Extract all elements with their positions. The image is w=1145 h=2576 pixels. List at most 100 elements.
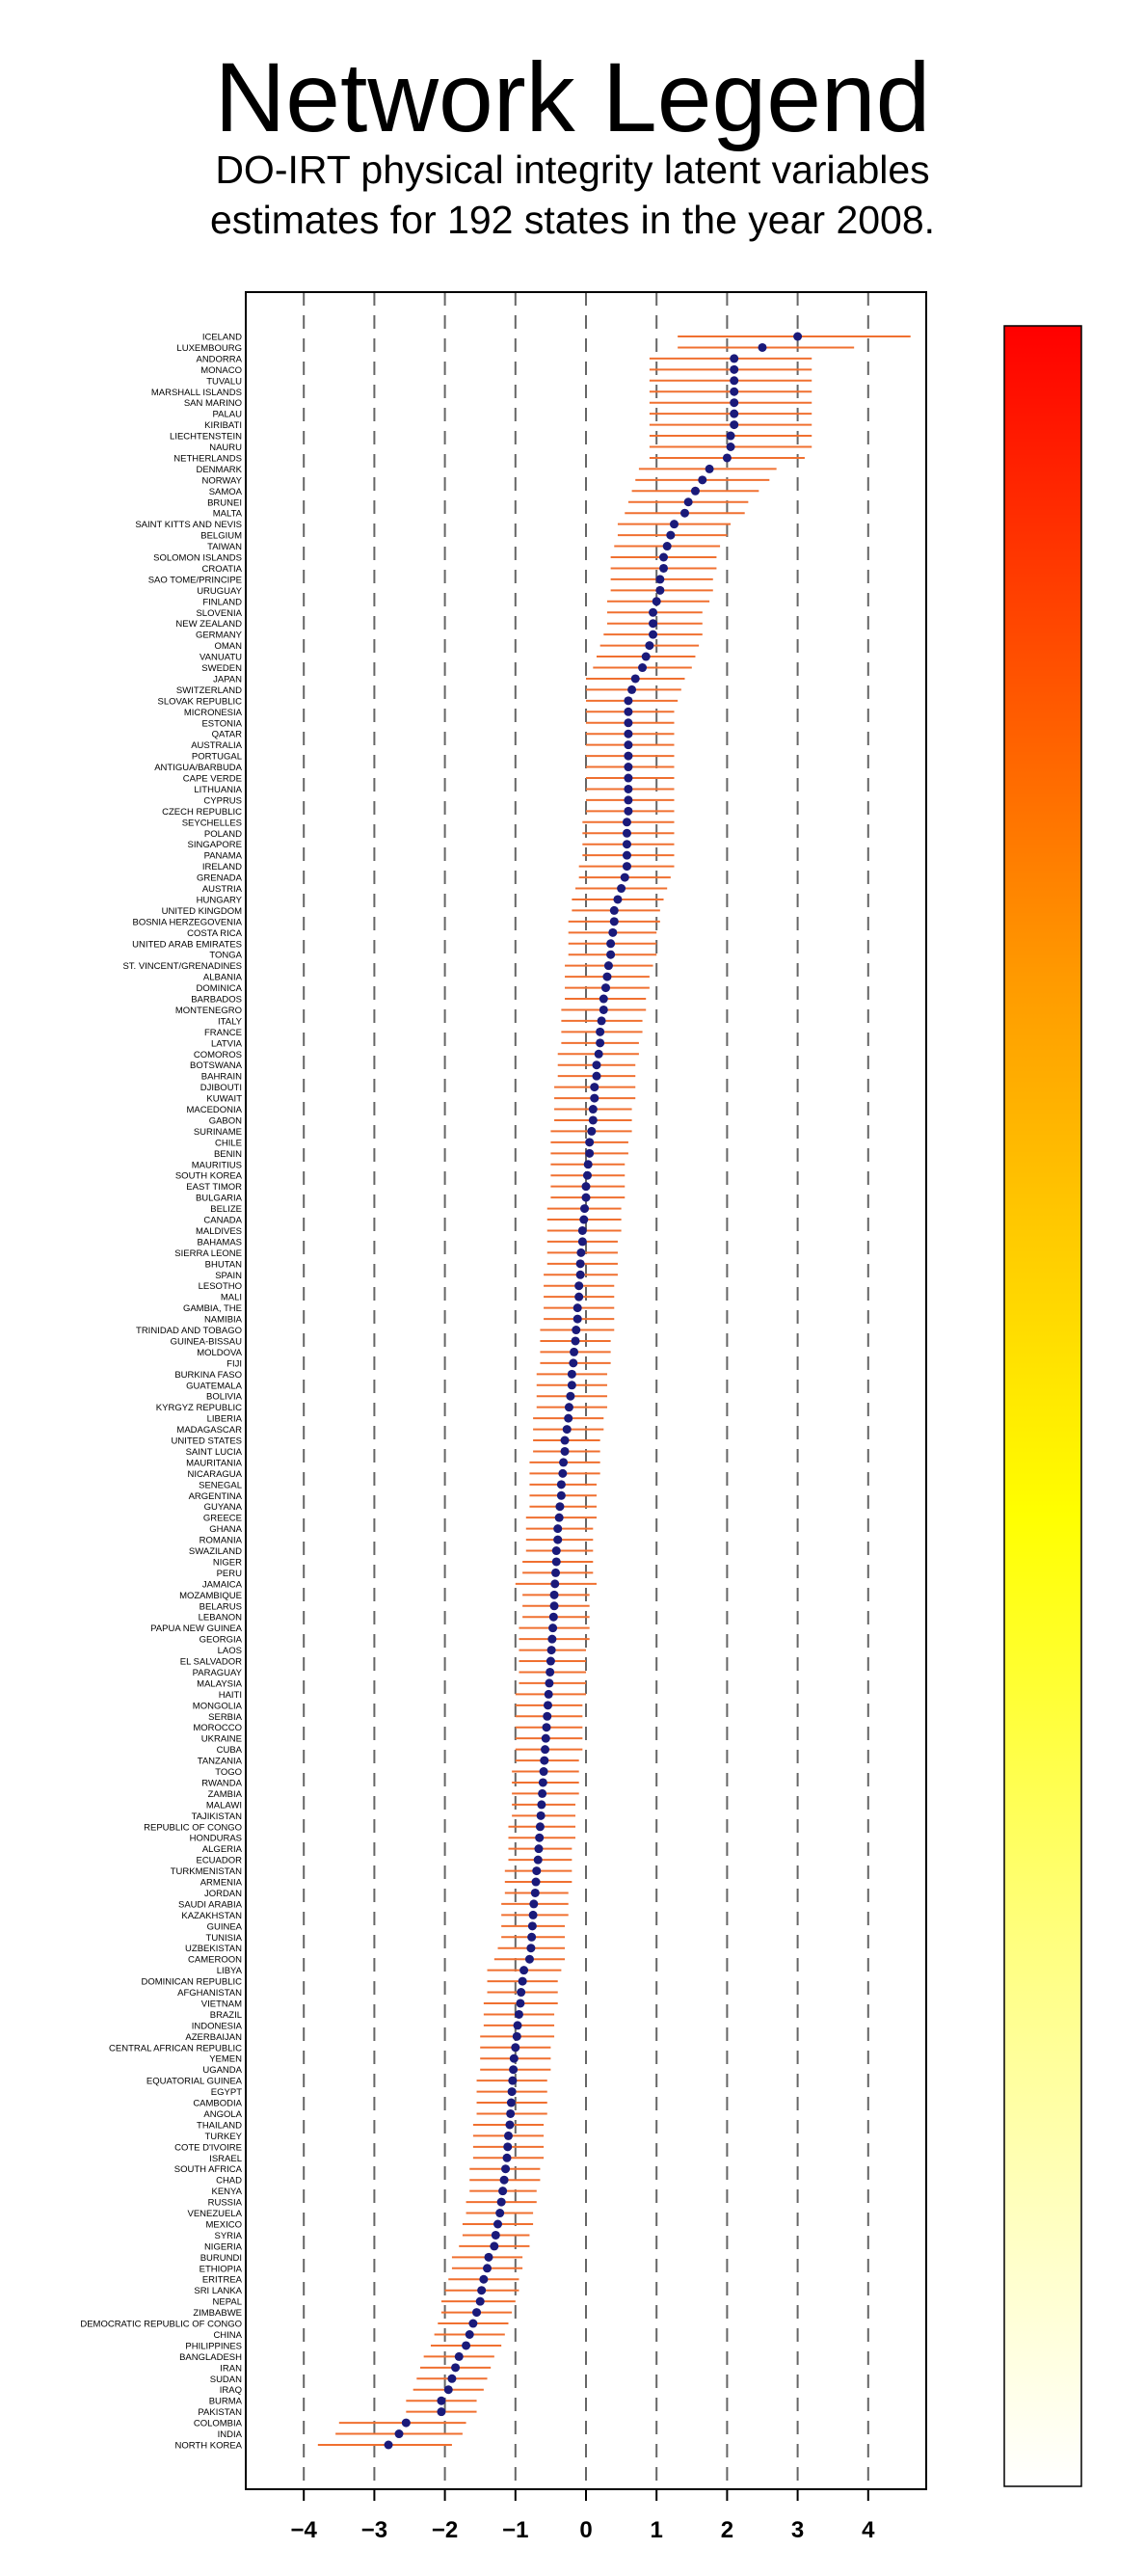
- estimate-point: [454, 2351, 464, 2361]
- state-label: ST. VINCENT/GRENADINES: [122, 961, 242, 972]
- state-label: TUNISIA: [206, 1933, 243, 1944]
- state-label: IRAN: [220, 2363, 242, 2374]
- chart-subtitle: DO-IRT physical integrity latent variabl…: [0, 145, 1145, 245]
- estimate-point: [606, 950, 616, 959]
- state-label: MICRONESIA: [184, 708, 243, 718]
- state-label: OMAN: [215, 641, 243, 652]
- state-label: SAUDI ARABIA: [178, 1899, 243, 1910]
- x-tick-label: 0: [579, 2517, 592, 2543]
- state-label: UKRAINE: [201, 1734, 242, 1745]
- state-label: BULGARIA: [196, 1194, 243, 1204]
- x-tick-label: −3: [361, 2517, 387, 2543]
- state-label: GEORGIA: [200, 1635, 243, 1646]
- estimate-point: [499, 2175, 509, 2185]
- estimate-point: [606, 939, 616, 949]
- estimate-point: [572, 1326, 581, 1335]
- estimate-point: [550, 1579, 560, 1589]
- state-label: QATAR: [212, 730, 242, 740]
- estimate-point: [543, 1711, 552, 1721]
- estimate-point: [575, 1270, 585, 1279]
- estimate-point: [617, 884, 626, 894]
- estimate-point: [627, 684, 637, 694]
- state-label: NEW ZEALAND: [175, 619, 242, 630]
- x-axis: −4 −3 −2 −1 0 1 2 3 4: [291, 2489, 875, 2543]
- state-label: CROATIA: [201, 564, 242, 575]
- estimate-point: [556, 1480, 566, 1489]
- estimate-point: [566, 1391, 575, 1401]
- state-label: KAZAKHSTAN: [181, 1911, 242, 1921]
- estimate-point: [490, 2241, 499, 2251]
- state-label: BELARUS: [200, 1601, 242, 1612]
- state-label: LEBANON: [199, 1613, 243, 1623]
- state-label: IRELAND: [202, 862, 242, 872]
- colorbar: [1003, 325, 1082, 2487]
- state-label: ANGOLA: [203, 2109, 242, 2120]
- state-label: COTE D'IVOIRE: [174, 2142, 242, 2153]
- estimate-point: [544, 1689, 553, 1699]
- estimate-point: [730, 364, 739, 374]
- estimate-point: [624, 806, 633, 816]
- estimate-point: [516, 1999, 525, 2008]
- state-label: BURKINA FASO: [174, 1370, 242, 1381]
- estimate-point: [655, 575, 665, 584]
- estimate-point: [597, 1016, 606, 1026]
- state-label: MONGOLIA: [193, 1701, 243, 1711]
- state-label: SWITZERLAND: [176, 685, 242, 696]
- state-label: LITHUANIA: [194, 785, 242, 795]
- estimate-point: [583, 1160, 593, 1169]
- state-label: ICELAND: [202, 333, 242, 343]
- state-label: DENMARK: [196, 465, 242, 475]
- state-label: BURUNDI: [200, 2253, 242, 2264]
- state-label: KIRIBATI: [204, 420, 242, 431]
- estimate-point: [638, 663, 648, 673]
- estimate-point: [574, 1281, 584, 1291]
- state-label: BAHAMAS: [198, 1237, 242, 1248]
- state-label: SINGAPORE: [188, 840, 243, 850]
- estimate-point: [558, 1468, 568, 1478]
- state-label: KYRGYZ REPUBLIC: [156, 1403, 242, 1413]
- state-label: BOSNIA HERZEGOVENIA: [133, 917, 243, 927]
- state-label: BELGIUM: [200, 531, 242, 542]
- state-label: SEYCHELLES: [182, 818, 242, 828]
- state-label: NORTH KOREA: [174, 2441, 242, 2452]
- state-label: TANZANIA: [198, 1757, 243, 1767]
- estimate-point: [484, 2252, 493, 2262]
- state-label: CHINA: [213, 2330, 242, 2341]
- estimate-point: [555, 1502, 565, 1512]
- state-label: PAKISTAN: [198, 2407, 242, 2418]
- state-label: GUATEMALA: [186, 1381, 243, 1391]
- estimate-point: [514, 2009, 523, 2019]
- estimate-point: [670, 520, 679, 529]
- state-label: COLOMBIA: [194, 2419, 243, 2429]
- estimate-point: [509, 2053, 519, 2063]
- estimate-point: [624, 795, 633, 805]
- estimate-point: [501, 2164, 511, 2174]
- state-label: BHUTAN: [205, 1259, 242, 1270]
- state-label: SOUTH KOREA: [175, 1171, 243, 1182]
- state-label: MALTA: [213, 509, 243, 520]
- estimate-point: [534, 1844, 544, 1854]
- estimate-point: [533, 1855, 543, 1865]
- x-tick-label: 3: [791, 2517, 804, 2543]
- state-label: BRAZIL: [210, 2010, 242, 2021]
- state-label: PANAMA: [204, 851, 243, 862]
- estimate-point: [624, 707, 633, 716]
- state-label: MAURITANIA: [186, 1458, 243, 1468]
- estimate-point: [622, 840, 631, 849]
- estimate-point: [506, 2108, 516, 2118]
- state-label: RWANDA: [201, 1778, 242, 1788]
- x-tick-label: 1: [651, 2517, 663, 2543]
- estimate-point: [560, 1436, 570, 1445]
- state-label: ZIMBABWE: [193, 2308, 242, 2319]
- estimate-point: [437, 2396, 446, 2405]
- estimate-point: [562, 1425, 572, 1435]
- estimate-point: [683, 497, 693, 507]
- state-label: DEMOCRATIC REPUBLIC OF CONGO: [80, 2320, 242, 2330]
- state-label: KENYA: [211, 2187, 242, 2197]
- state-label: LESOTHO: [199, 1281, 242, 1292]
- gridlines: [303, 292, 869, 2489]
- state-label: PHILIPPINES: [185, 2341, 242, 2351]
- estimate-point: [624, 696, 633, 706]
- estimate-point: [659, 552, 669, 562]
- state-label: CAPE VERDE: [183, 774, 242, 785]
